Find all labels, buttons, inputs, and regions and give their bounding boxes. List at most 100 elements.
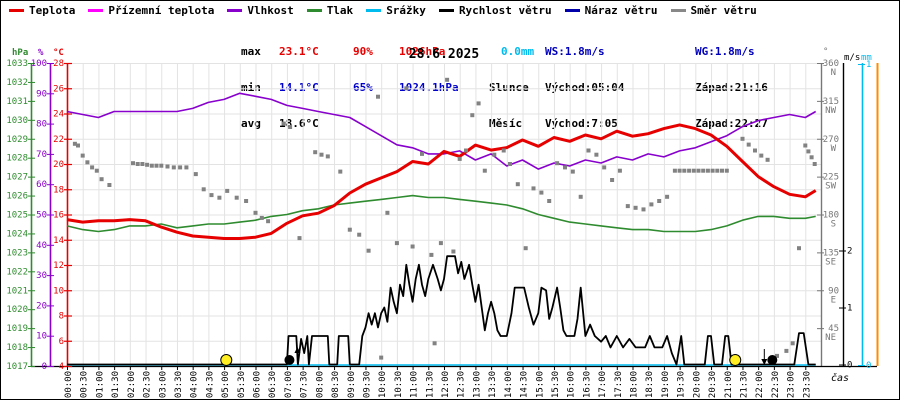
wind-dir-point	[445, 77, 450, 82]
wind-dir-point	[687, 168, 692, 173]
wind-dir-point	[288, 125, 293, 129]
pressure-tick-label: 1028	[6, 154, 28, 164]
wind-dir-point	[313, 150, 318, 155]
wind-dir-point	[244, 199, 249, 203]
pressure-unit-label: hPa	[12, 48, 28, 58]
legend-item-1: Přízemní teplota	[88, 4, 214, 17]
wind-dir-point	[451, 249, 456, 254]
wind-dir-point	[539, 190, 544, 195]
wind-dir-point	[420, 151, 424, 156]
legend-item-5: Rychlost větru	[438, 4, 552, 17]
wind-dir-point	[625, 204, 630, 209]
time-tick-label: 02:30	[143, 371, 153, 398]
x-axis-title: čas	[831, 372, 849, 384]
time-tick-label: 12:00	[441, 371, 451, 398]
wind-dir-point	[171, 165, 176, 170]
wind-dir-point	[696, 168, 701, 173]
time-tick-label: 20:30	[708, 371, 718, 398]
pressure-tick-label: 1021	[6, 286, 28, 296]
wind-dir-point	[90, 165, 95, 170]
precip-tick-label: 0	[866, 361, 871, 371]
pressure-tick-label: 1024	[6, 229, 28, 239]
wind-dir-point	[784, 348, 789, 353]
wind-dir-point	[492, 152, 497, 157]
wind-dir-point	[809, 155, 814, 160]
time-tick-label: 06:30	[268, 371, 278, 398]
wind-dir-point	[775, 353, 779, 358]
wind-dir-point	[617, 168, 622, 173]
wind-dir-deg-label: 315	[823, 97, 839, 107]
temperature-tick-label: 26	[53, 84, 64, 94]
stats-min-temp: 14.1°C	[279, 81, 319, 94]
time-tick-label: 03:00	[158, 371, 168, 398]
time-tick-label: 00:00	[64, 371, 74, 398]
wind-dir-point	[225, 188, 230, 193]
wind-dir-point	[149, 163, 154, 168]
moonset-time: Západ:22:27	[695, 117, 768, 130]
humidity-tick-label: 70	[36, 150, 47, 160]
wind-dir-point	[724, 168, 729, 173]
legend-item-4: Srážky	[366, 4, 426, 17]
wind-dir-compass-label: E	[831, 295, 836, 305]
wind-dir-point	[710, 168, 715, 173]
pressure-tick-label: 1029	[6, 135, 28, 145]
wind-dir-compass-label: W	[831, 144, 837, 154]
humidity-tick-label: 80	[36, 120, 47, 130]
wind-dir-point	[438, 241, 443, 246]
humidity-tick-label: 30	[36, 271, 47, 281]
temperature-tick-label: 4	[59, 362, 64, 372]
wind-dir-point	[429, 252, 434, 257]
wind-dir-point	[476, 101, 481, 106]
wind-dir-point	[705, 168, 710, 173]
time-tick-label: 15:00	[535, 371, 545, 398]
time-tick-label: 21:30	[739, 371, 749, 398]
wind-dir-point	[740, 136, 745, 141]
wind-dir-point	[209, 193, 214, 198]
humidity-tick-label: 50	[36, 211, 47, 221]
wind-dir-point	[523, 246, 528, 251]
legend-swatch-icon	[564, 9, 580, 12]
wind-dir-deg-label: 225	[823, 173, 839, 183]
wind-dir-point	[357, 232, 362, 237]
wind-dir-point	[234, 195, 239, 200]
wind-dir-point	[701, 168, 706, 173]
legend-swatch-icon	[9, 9, 24, 12]
pressure-tick-label: 1023	[6, 248, 28, 258]
moonrise-time: Východ:7:05	[545, 117, 618, 130]
wind-dir-point	[682, 168, 687, 173]
wind-dir-point	[432, 341, 437, 346]
precip-tick-label: 1	[866, 60, 871, 70]
wind-dir-point	[470, 113, 475, 118]
wind-dir-point	[253, 210, 258, 215]
time-tick-label: 03:30	[174, 371, 184, 398]
wind-dir-point	[547, 199, 552, 203]
wind-dir-point	[457, 156, 462, 161]
time-tick-label: 17:00	[598, 371, 608, 398]
wind-dir-point	[376, 94, 380, 99]
wind-dir-compass-label: N	[831, 68, 836, 78]
legend: Teplota Přízemní teplota Vlhkost Tlak Srážky…	[9, 4, 757, 17]
time-tick-label: 19:00	[661, 371, 671, 398]
humidity-tick-label: 0	[42, 362, 47, 372]
time-tick-label: 18:30	[645, 371, 655, 398]
wind-dir-point	[515, 182, 520, 187]
sun-label: Slunce	[489, 81, 529, 94]
stats-max-humidity: 90%	[353, 45, 373, 58]
pressure-tick-label: 1018	[6, 343, 28, 353]
wind-dir-point	[672, 168, 677, 173]
legend-swatch-icon	[438, 9, 454, 12]
moon-row: Měsíc Východ:7:05 Západ:22:27	[489, 118, 768, 130]
wind-dir-point	[135, 162, 140, 166]
time-tick-label: 18:00	[630, 371, 640, 398]
pressure-tick-label: 1033	[6, 59, 28, 69]
stats-max-temp: 23.1°C	[279, 45, 319, 58]
wind-dir-point	[154, 163, 159, 168]
pressure-tick-label: 1027	[6, 173, 28, 183]
wind-dir-point	[201, 187, 206, 192]
wind-dir-point	[178, 165, 183, 170]
wind-dir-deg-label: 45	[828, 324, 839, 334]
time-tick-label: 19:30	[677, 371, 687, 398]
time-tick-label: 09:00	[347, 371, 357, 398]
wind-dir-point	[806, 149, 811, 154]
wind-dir-point	[803, 143, 808, 148]
